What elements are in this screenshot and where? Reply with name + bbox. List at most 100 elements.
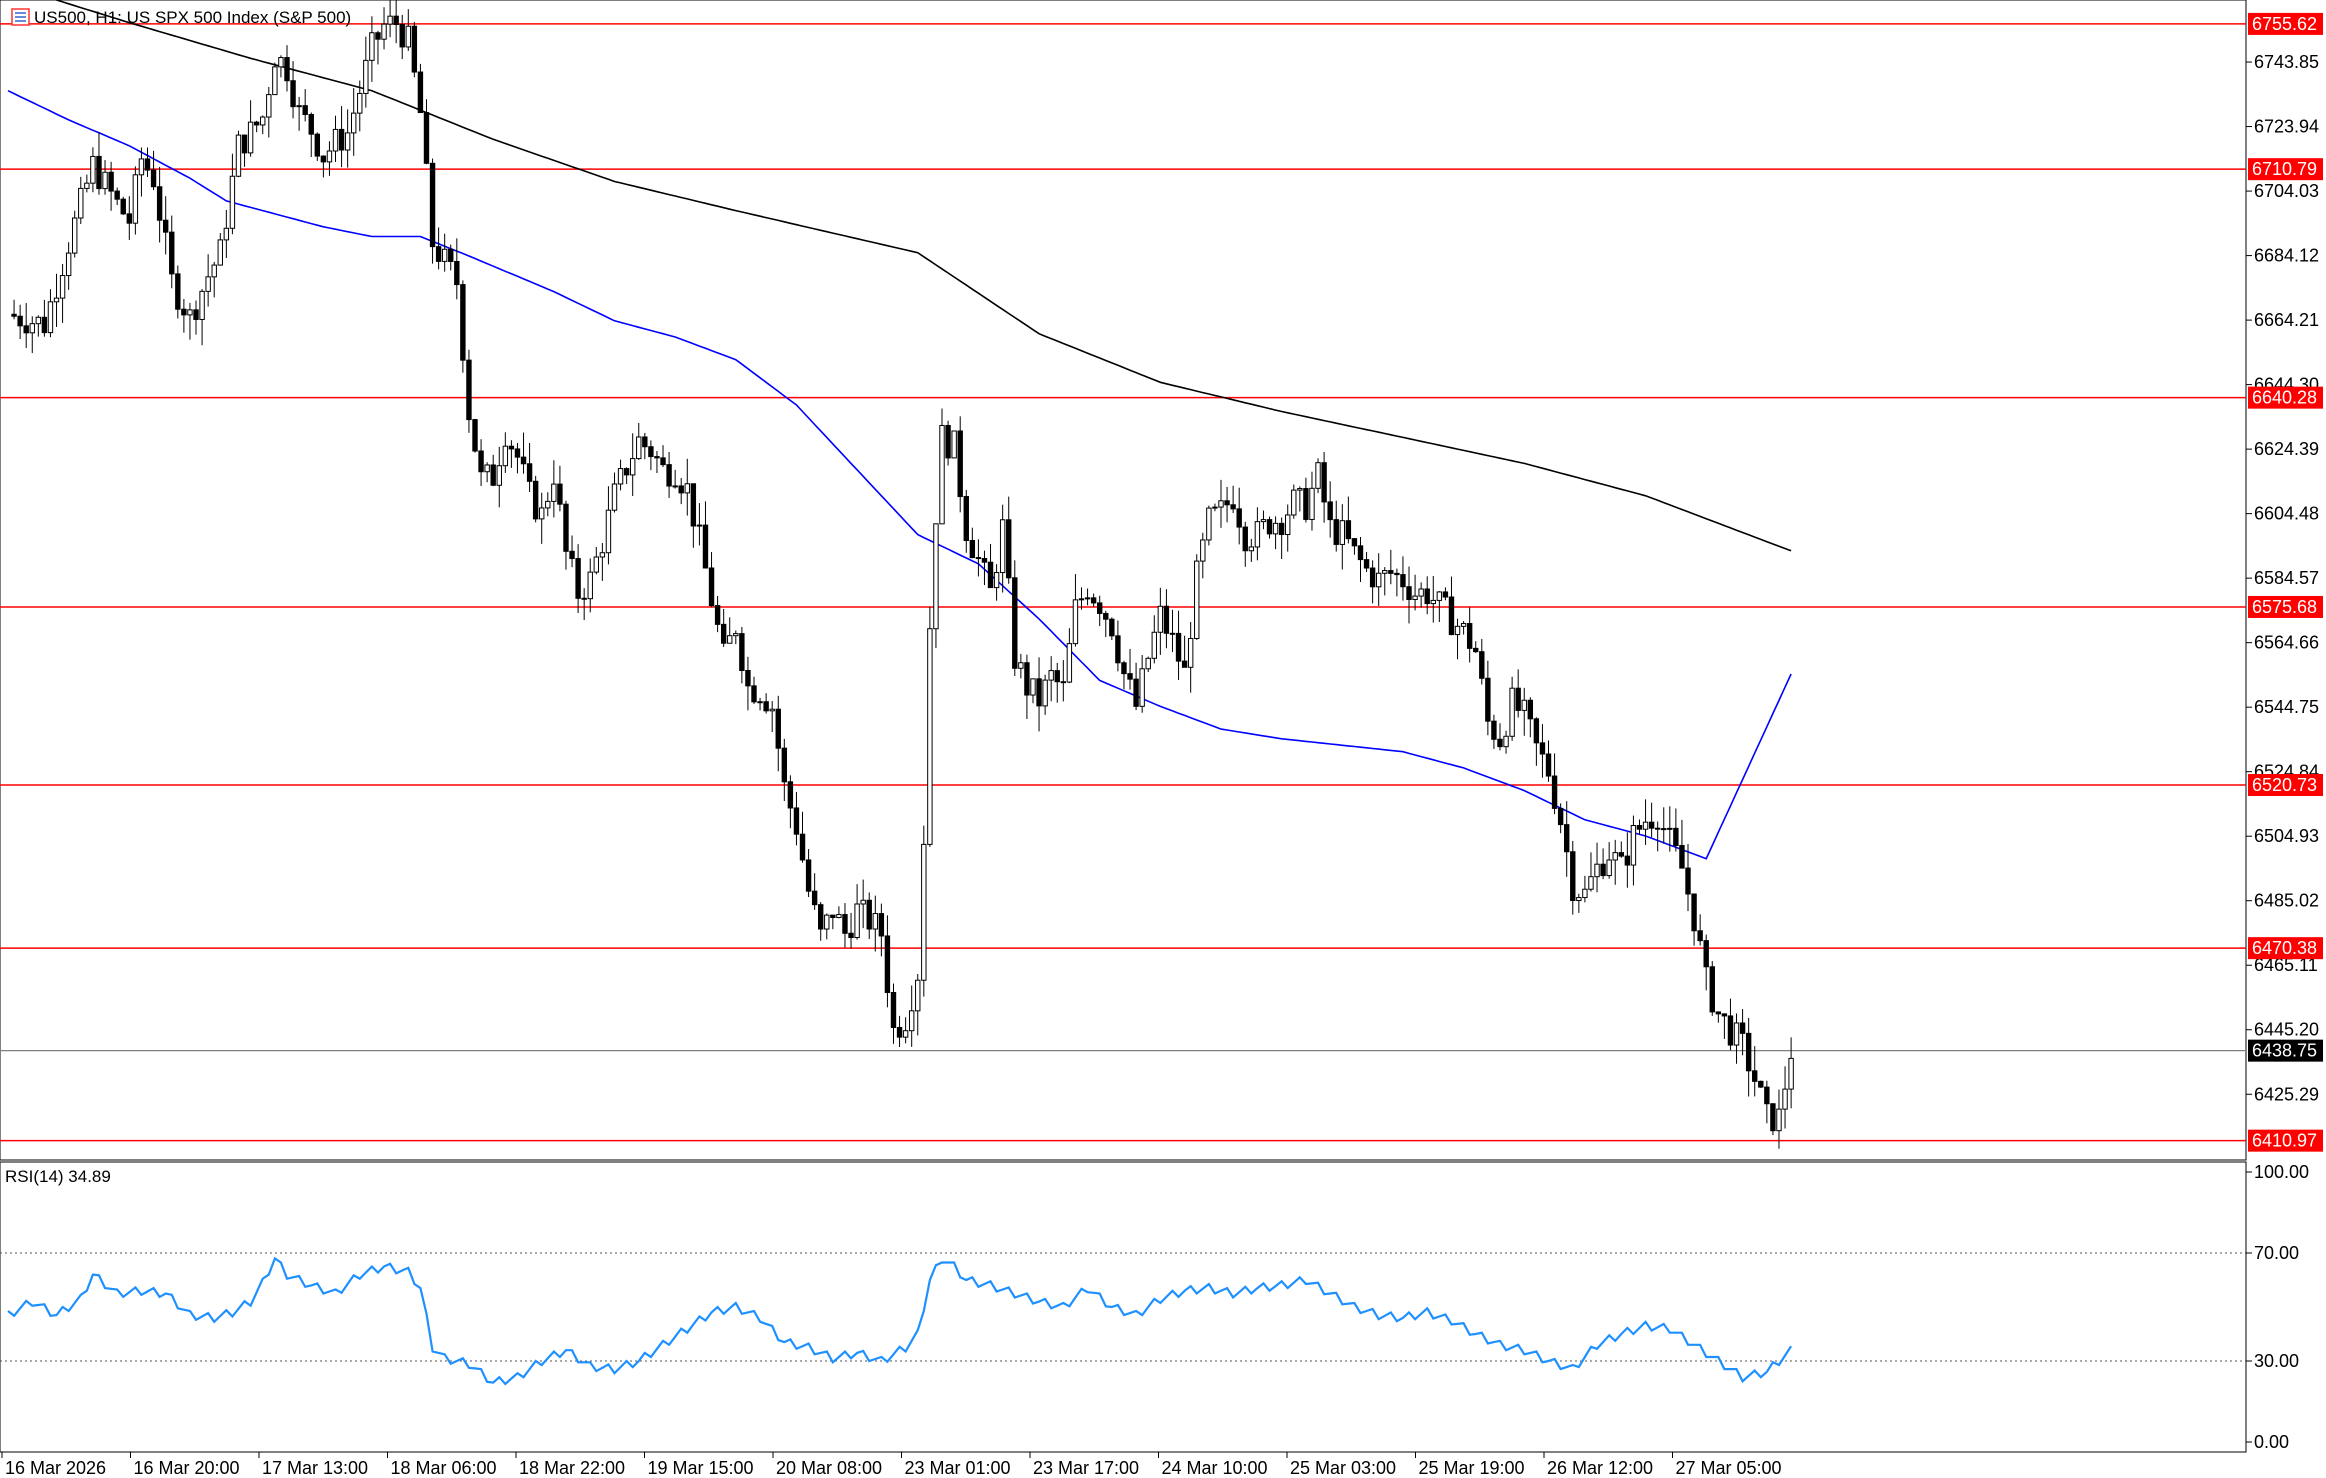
candle-bull [266,94,272,118]
candle-bear [429,162,436,248]
candle-bull [351,112,357,134]
candle-bull [545,500,551,509]
candle-bear [308,113,314,135]
candle-bear [1236,508,1242,528]
level-tag: 6710.79 [2252,159,2317,179]
candle-bull [605,509,612,554]
candle-bull [441,248,448,262]
candle-bull [1436,591,1443,601]
candle-bull [1291,489,1297,516]
candle-bull [1254,521,1261,548]
candle-bull [757,701,763,704]
candle-bear [126,213,132,224]
level-tag: 6410.97 [2252,1131,2317,1151]
candle-bull [84,182,90,189]
candle-bear [1485,677,1491,722]
candle-bull [1212,506,1218,509]
y-tick-label: 6723.94 [2254,117,2319,137]
candle-bear [1388,570,1394,574]
candle-bear [1654,827,1661,830]
candle-bear [1321,462,1327,503]
candle-bull [733,633,739,637]
y-tick-label: 6604.48 [2254,504,2319,524]
candle-bear [1266,519,1273,535]
candle-bull [696,524,703,527]
level-tag-bg [2248,774,2323,797]
candle-bear [799,833,806,861]
candle-bear [144,158,151,171]
candle-bear [1127,673,1133,680]
candle-bear [11,313,17,317]
candle-bear [1012,577,1018,669]
candle-bear [945,424,951,459]
candle-bear [1103,612,1109,620]
candle-bull [1582,888,1588,899]
candle-bear [114,190,120,200]
candle-bull [769,708,775,712]
candle-bear [569,550,575,560]
candle-bear [1770,1103,1776,1132]
candle-bull [496,465,502,486]
candle-bull [1612,852,1618,861]
candle-bear [1303,488,1309,520]
rsi-label: RSI(14) 34.89 [5,1167,111,1186]
candle-bear [793,807,800,835]
candle-bull [1297,488,1303,491]
candle-bear [975,557,982,560]
candle-bear [435,246,442,262]
candle-bull [672,485,678,488]
candle-bear [1564,824,1570,853]
candle-bear [1400,574,1406,588]
x-tick-label: 16 Mar 2026 [5,1458,106,1478]
price-axis: 6743.856723.946704.036684.126664.216644.… [2246,52,2319,1104]
candle-bear [508,445,515,450]
candle-bear [253,121,260,126]
candle-bear [411,25,418,73]
time-axis: 16 Mar 2026 16 Mar 20:00 17 Mar 13:00 18 Ma… [1,1452,1782,1478]
candle-bear [1685,867,1691,895]
candle-bear [1357,545,1364,561]
candle-bear [1406,586,1412,600]
candle-bear [290,80,296,108]
ma-fast-line [7,89,1792,860]
candle-bull [1454,625,1461,636]
candle-bear [466,359,472,421]
candle-bear [108,171,114,192]
candle-bull [1315,462,1321,489]
candle-bull [1042,679,1048,707]
x-tick-label: 17 Mar 13:00 [262,1458,368,1478]
candle-bear [1097,602,1103,614]
candle-bull [1200,539,1206,562]
candle-bear [1624,855,1631,866]
candle-bull [1412,595,1418,600]
candle-bear [1557,807,1564,826]
candle-bear [878,913,885,937]
candle-bear [1600,863,1606,877]
x-tick-label: 16 Mar 20:00 [134,1458,240,1478]
y-tick-label: 6425.29 [2254,1084,2319,1104]
candle-bull [484,464,490,473]
candle-bull [933,523,939,630]
candle-bear [320,155,327,163]
level-tag: 6640.28 [2252,388,2317,408]
y-tick-label: 6584.57 [2254,568,2319,588]
candle-bear [884,935,891,993]
candle-bear [963,496,969,541]
candle-bear [375,32,381,40]
candle-bear [678,485,684,494]
rsi-tick-label: 0.00 [2254,1432,2289,1452]
candle-bull [1782,1088,1788,1110]
x-tick-label: 20 Mar 08:00 [776,1458,882,1478]
candle-bear [1739,1022,1746,1034]
y-tick-label: 6445.20 [2254,1020,2319,1040]
candle-bull [381,23,387,40]
candle-bear [720,623,727,644]
candle-bear [1369,567,1376,588]
candle-bear [1133,678,1139,707]
x-tick-label: 26 Mar 12:00 [1547,1458,1653,1478]
y-tick-label: 6664.21 [2254,310,2319,330]
candle-bear [1745,1032,1752,1072]
chart-window-icon[interactable] [11,8,30,26]
candle-bear [1090,597,1097,604]
candle-bear [660,457,666,466]
